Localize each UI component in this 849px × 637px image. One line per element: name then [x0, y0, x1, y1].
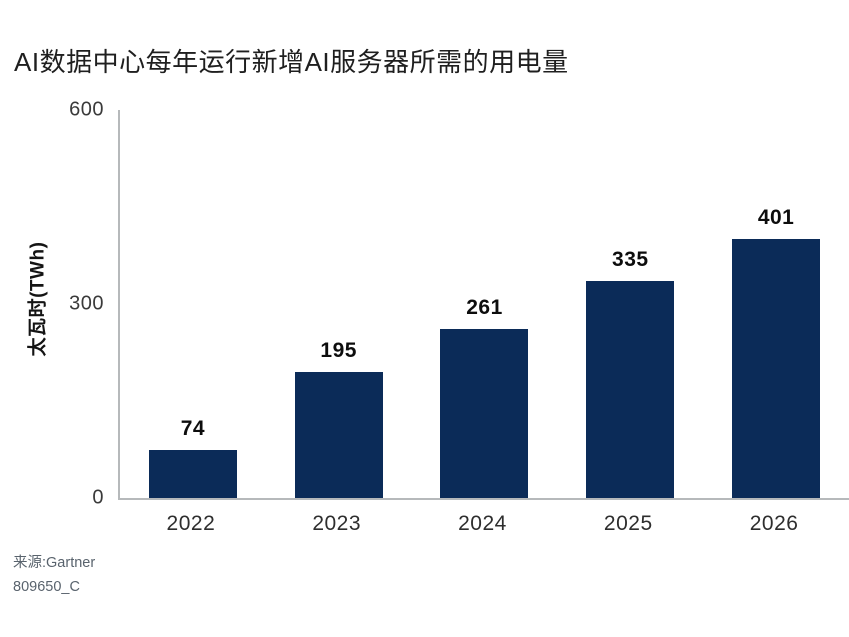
bar	[440, 329, 529, 498]
x-axis-ticks: 2022 2023 2024 2025 2026	[118, 512, 847, 542]
y-tick-label: 0	[92, 486, 104, 509]
plot-area: 74 195 261 335 401	[118, 110, 849, 500]
y-tick-label: 300	[69, 292, 104, 315]
chart-title: AI数据中心每年运行新增AI服务器所需的用电量	[14, 47, 569, 77]
bar	[148, 450, 237, 498]
bar	[732, 238, 821, 498]
bar-slot: 261	[412, 110, 558, 498]
x-tick-label: 2026	[749, 512, 799, 535]
bar-slot: 335	[557, 110, 703, 498]
bar-value-label: 261	[466, 296, 503, 320]
bar-slot: 74	[120, 110, 266, 498]
x-tick-label: 2023	[312, 512, 362, 535]
bar	[586, 281, 675, 498]
bar-value-label: 401	[757, 205, 795, 229]
bar-value-label: 74	[180, 417, 206, 441]
y-axis-ticks: 0 300 600	[0, 99, 104, 509]
document-id: 809650_C	[13, 579, 80, 595]
x-tick-label: 2025	[603, 512, 653, 535]
bar	[294, 371, 383, 498]
x-tick-label: 2022	[166, 512, 216, 535]
bar-value-label: 195	[320, 338, 357, 362]
source-line: 来源:Gartner	[13, 555, 96, 571]
bar-slot: 195	[266, 110, 412, 498]
bar-value-label: 335	[612, 248, 649, 272]
x-tick-label: 2024	[458, 512, 507, 535]
bar-slot: 401	[703, 110, 849, 498]
y-tick-label: 600	[69, 98, 104, 121]
source-note: 来源:Gartner 809650_C	[13, 551, 95, 599]
